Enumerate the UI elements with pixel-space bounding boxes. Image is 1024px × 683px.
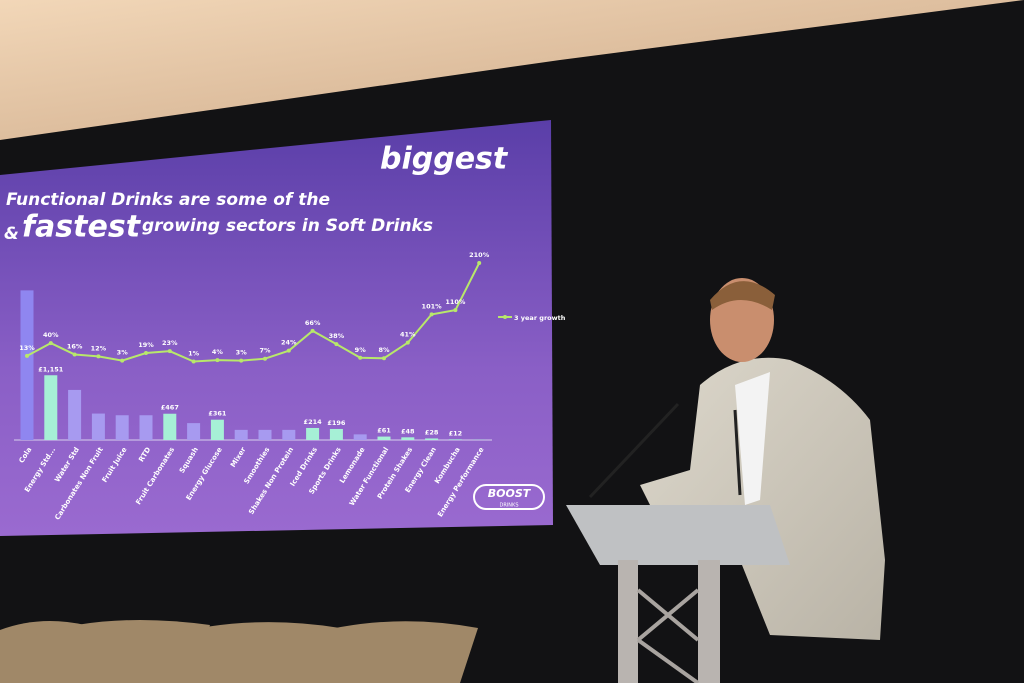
bar	[234, 429, 248, 440]
title-part: biggest	[380, 142, 509, 177]
growth-point	[144, 351, 148, 356]
growth-label: 101%	[422, 302, 443, 310]
bar-label: £61	[377, 427, 391, 435]
growth-label: 24%	[281, 339, 297, 347]
bar	[139, 415, 153, 440]
growth-label: 3%	[236, 349, 248, 357]
chairs	[0, 620, 478, 683]
growth-point	[286, 348, 291, 353]
growth-point	[334, 342, 339, 347]
podium	[566, 402, 790, 683]
growth-point	[382, 356, 386, 361]
bar	[210, 419, 224, 440]
bar	[187, 423, 201, 440]
growth-point	[239, 358, 244, 363]
growth-point	[96, 354, 101, 359]
growth-label: 38%	[329, 332, 345, 340]
growth-label: 16%	[67, 342, 83, 350]
bar	[68, 389, 82, 440]
growth-point	[358, 355, 363, 360]
growth-label: 12%	[91, 344, 107, 352]
growth-point	[429, 312, 434, 317]
growth-line	[26, 262, 481, 363]
bar	[306, 427, 320, 440]
bar	[353, 434, 367, 440]
growth-point	[405, 340, 410, 345]
bar-label: £467	[161, 404, 179, 412]
growth-label: 1%	[188, 350, 200, 358]
growth-label: 40%	[43, 331, 59, 339]
bar-label: £214	[304, 418, 323, 426]
bar-label: £12	[449, 429, 463, 437]
growth-label: 7%	[259, 347, 271, 355]
growth-label: 210%	[469, 251, 490, 259]
logo-frame	[473, 484, 545, 510]
bar	[163, 413, 177, 440]
growth-label: 3%	[117, 349, 129, 357]
growth-label: 9%	[355, 346, 367, 354]
growth-label: 23%	[162, 339, 178, 347]
growth-point	[263, 356, 267, 361]
growth-point	[215, 358, 220, 363]
bar	[20, 290, 34, 440]
growth-label: 66%	[305, 319, 321, 327]
growth-point	[120, 358, 125, 363]
growth-point	[453, 308, 458, 313]
bar-label: £1,151	[38, 365, 64, 373]
bar-label: £361	[208, 410, 227, 418]
logo-sub: DRINKS	[500, 503, 519, 509]
bar	[401, 437, 415, 440]
bar	[115, 415, 129, 440]
title-part: &	[4, 224, 19, 244]
growth-point	[25, 353, 29, 358]
growth-label: 13%	[19, 344, 35, 352]
bar	[377, 436, 391, 440]
title-part: Functional Drinks are some of the	[6, 190, 330, 210]
bar-label: £48	[401, 427, 415, 435]
bar	[282, 429, 296, 440]
legend-label: 3 year growth	[514, 314, 566, 322]
growth-point	[477, 261, 482, 265]
title-part: growing sectors in Soft Drinks	[142, 216, 433, 236]
bar-label: £28	[425, 428, 439, 436]
growth-label: 110%	[445, 298, 466, 306]
growth-point	[48, 341, 53, 346]
growth-point	[167, 349, 172, 354]
growth-label: 8%	[378, 346, 390, 354]
bar	[425, 438, 439, 440]
bar	[329, 428, 343, 440]
legend-dot	[503, 315, 507, 319]
growth-point	[191, 359, 196, 364]
bar	[448, 439, 462, 440]
growth-point	[72, 352, 77, 357]
bar	[258, 429, 272, 440]
growth-point	[310, 328, 315, 333]
bar-label: £196	[327, 419, 346, 427]
bar	[44, 375, 58, 440]
title-part: fastest	[22, 210, 142, 245]
bar	[91, 413, 105, 440]
screen	[0, 120, 553, 536]
growth-label: 41%	[400, 331, 416, 339]
growth-label: 19%	[138, 341, 154, 349]
growth-label: 4%	[212, 348, 224, 356]
logo: BOOST	[488, 487, 532, 500]
speaker	[640, 278, 885, 640]
